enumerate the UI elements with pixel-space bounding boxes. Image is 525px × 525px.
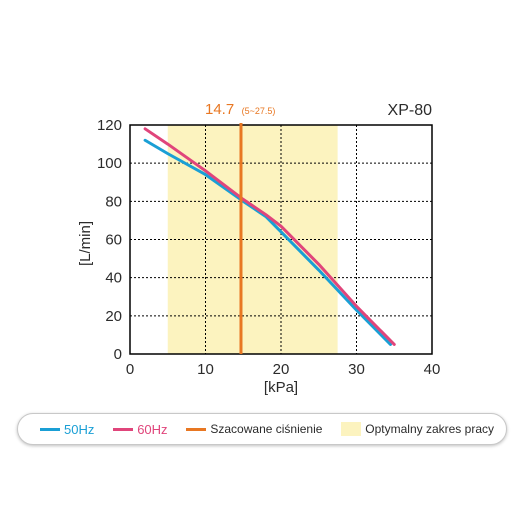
legend-swatch-optimal-range: [341, 422, 362, 436]
x-axis-label: [kPa]: [264, 379, 298, 396]
legend-label-optimal-range: Optymalny zakres pracy: [365, 422, 494, 436]
legend-swatch-50hz: [40, 427, 60, 431]
y-tick-label: 20: [105, 308, 122, 325]
model-name: XP-80: [388, 102, 433, 119]
legend-swatch-estimated-pressure: [186, 427, 207, 431]
legend-item-estimated-pressure: Szacowane ciśnienie: [186, 422, 322, 436]
series-line-60hz: [143, 127, 396, 346]
legend-item-optimal-range: Optymalny zakres pracy: [341, 422, 494, 436]
y-tick-label: 40: [105, 270, 122, 287]
legend-label-estimated-pressure: Szacowane ciśnienie: [210, 422, 323, 436]
x-tick-label: 30: [348, 361, 365, 378]
y-tick-label: 80: [105, 193, 122, 210]
y-tick-labels: 0 20 40 60 80 100 120: [97, 117, 122, 363]
legend-swatch-60hz: [113, 427, 134, 431]
plot-frame: [129, 124, 433, 355]
series-lines: [143, 127, 396, 346]
x-tick-label: 10: [197, 361, 214, 378]
y-tick-label: 120: [97, 117, 122, 134]
legend: 50Hz 60Hz Szacowane ciśnienie Optymalny …: [17, 413, 507, 445]
series-line-50hz: [143, 138, 392, 346]
optimal-range-band: [167, 125, 338, 354]
y-tick-label: 60: [105, 232, 122, 249]
estimated-pressure-value: 14.7: [205, 101, 234, 118]
x-tick-label: 40: [424, 361, 441, 378]
y-axis-label: [L/min]: [77, 221, 94, 266]
x-tick-label: 0: [126, 361, 134, 378]
y-tick-label: 100: [97, 155, 122, 172]
legend-label-60hz: 60Hz: [137, 421, 168, 437]
x-tick-label: 20: [273, 361, 290, 378]
legend-label-50hz: 50Hz: [64, 421, 95, 437]
legend-item-60hz: 60Hz: [113, 421, 168, 437]
x-tick-labels: 0 10 20 30 40: [126, 361, 441, 378]
estimated-pressure-label: 14.7 (5~27.5): [205, 101, 275, 118]
estimated-pressure-range: (5~27.5): [242, 106, 276, 116]
legend-item-50hz: 50Hz: [40, 422, 94, 437]
y-tick-label: 0: [114, 346, 122, 363]
